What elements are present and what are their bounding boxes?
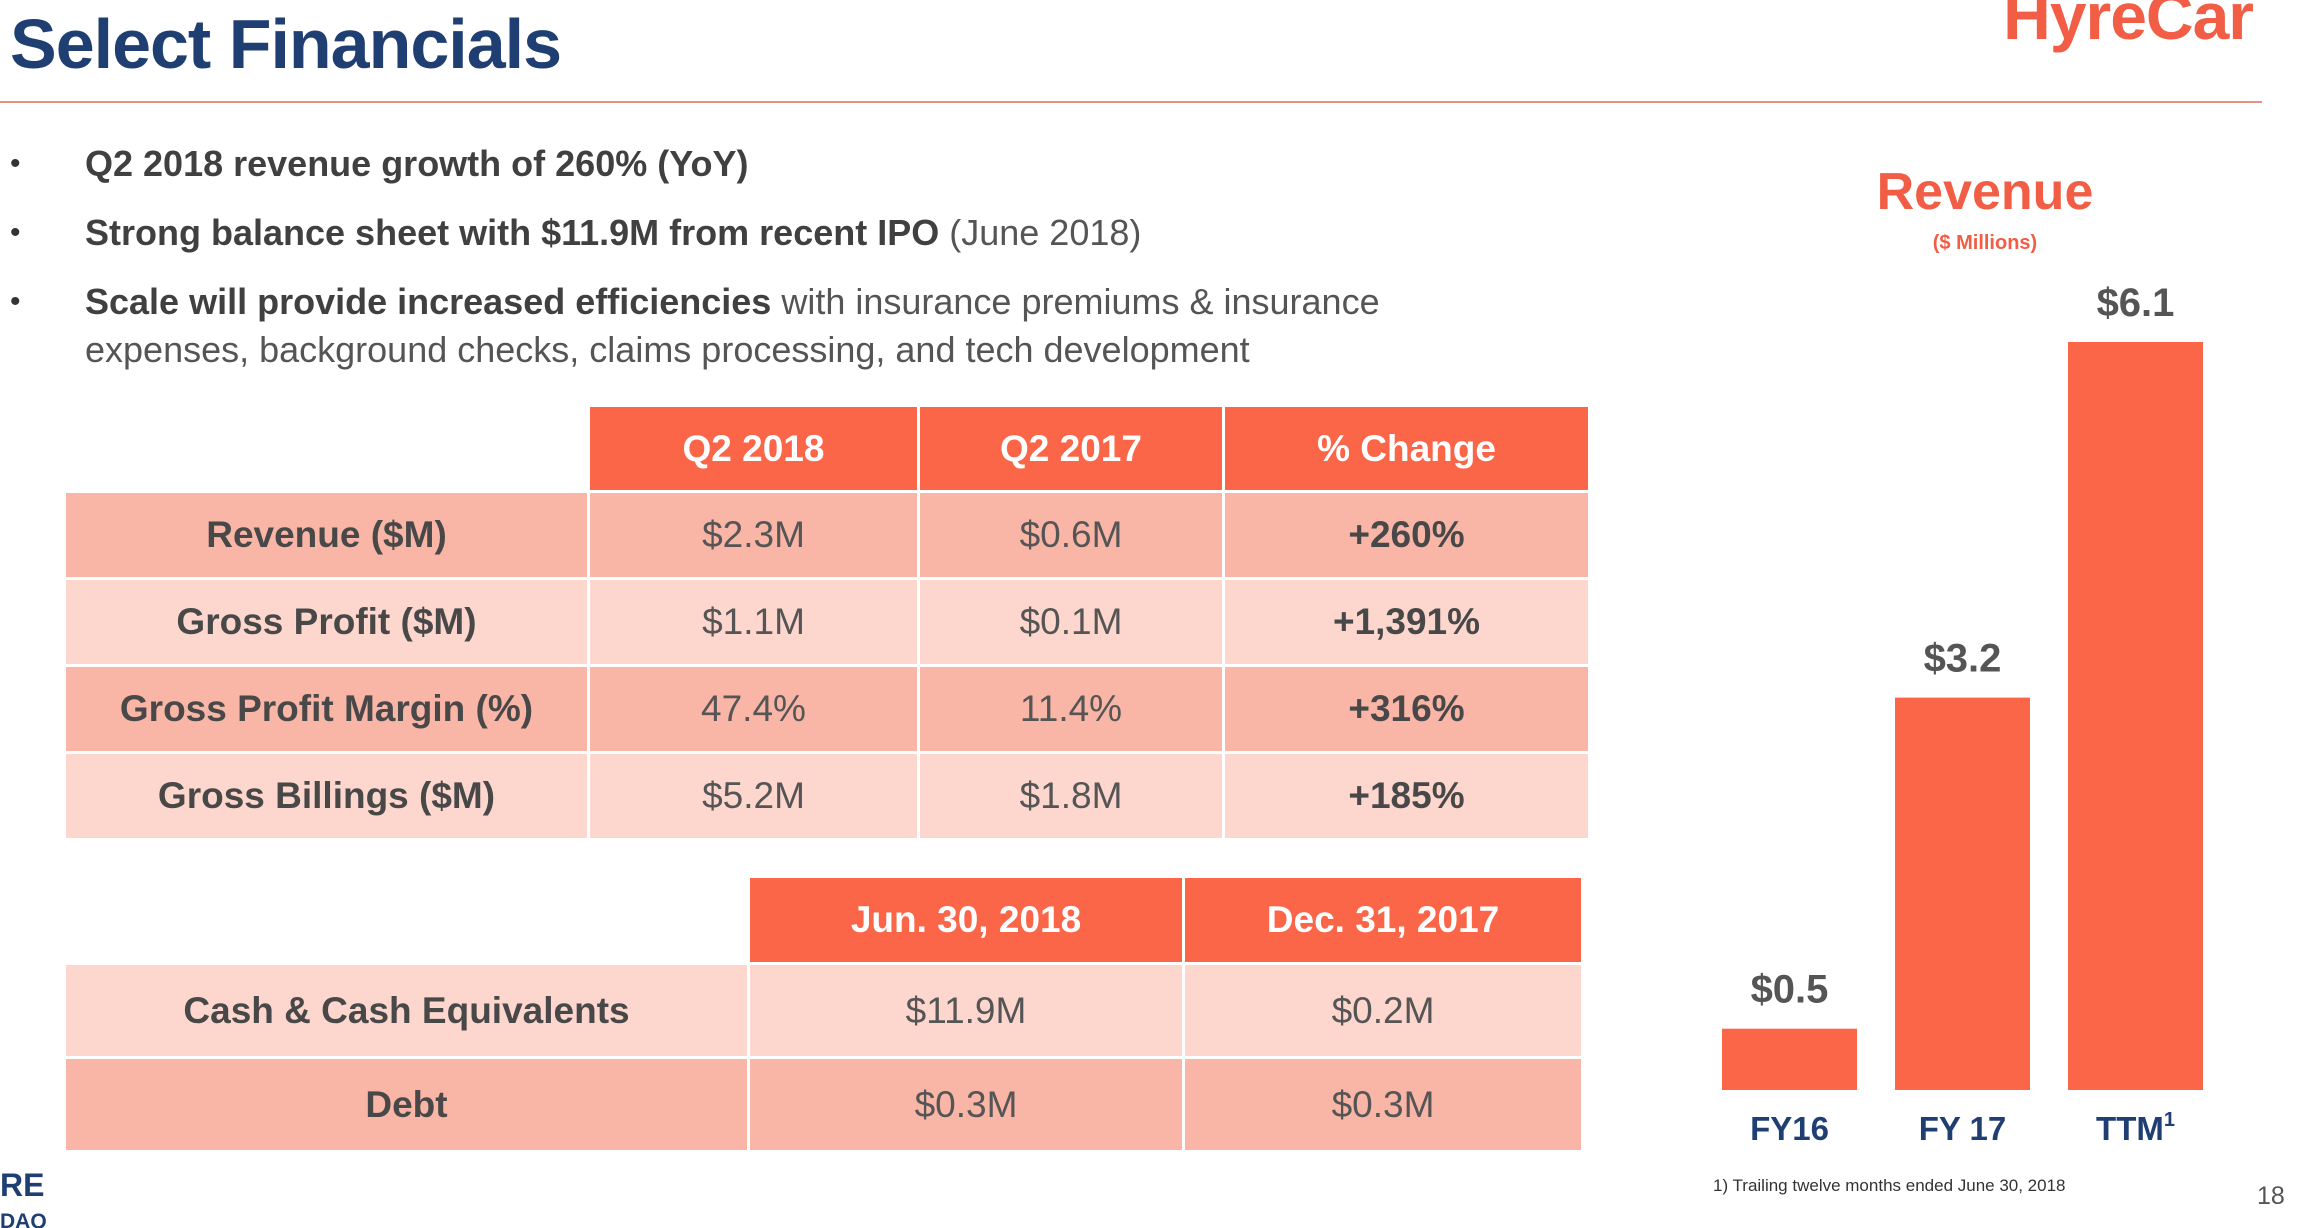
- col-header-q2-2017: Q2 2017: [920, 407, 1222, 490]
- chart-title: Revenue: [1876, 163, 2094, 221]
- bar-value-label: $0.5: [1751, 968, 1829, 1012]
- bar-value-label: $6.1: [2097, 281, 2175, 325]
- cell-change: +316%: [1225, 667, 1588, 751]
- cell-value: $0.2M: [1185, 965, 1581, 1056]
- cell-value: $0.3M: [750, 1059, 1182, 1150]
- page-number: 18: [2257, 1182, 2285, 1210]
- table-header-row: Jun. 30, 2018 Dec. 31, 2017: [66, 878, 1581, 962]
- table-row: Gross Billings ($M) $5.2M $1.8M +185%: [66, 754, 1588, 838]
- highlights-list: • Q2 2018 revenue growth of 260% (YoY) • S…: [10, 140, 1550, 395]
- row-label: Gross Billings ($M): [66, 754, 587, 838]
- cell-value: $1.8M: [920, 754, 1222, 838]
- list-item: • Q2 2018 revenue growth of 260% (YoY): [10, 140, 1550, 188]
- category-label: FY 17: [1919, 1110, 2006, 1147]
- cell-value: $11.9M: [750, 965, 1182, 1056]
- category-superscript: 1: [2164, 1109, 2175, 1131]
- cut-off-logo-subtext: DAQ: [0, 1210, 47, 1228]
- col-header-q2-2018: Q2 2018: [590, 407, 917, 490]
- cell-value: $0.3M: [1185, 1059, 1581, 1150]
- balance-sheet-table: Jun. 30, 2018 Dec. 31, 2017 Cash & Cash …: [63, 875, 1584, 1153]
- cell-value: $2.3M: [590, 493, 917, 577]
- row-label: Gross Profit ($M): [66, 580, 587, 664]
- footnote: 1) Trailing twelve months ended June 30,…: [1713, 1176, 2066, 1195]
- bar-0: [1722, 1028, 1857, 1090]
- header-divider: [0, 101, 2262, 103]
- cell-value: $0.6M: [920, 493, 1222, 577]
- bullet-text: with insurance premiums & insurance expe…: [85, 281, 1380, 370]
- bullet-icon: •: [10, 216, 21, 249]
- bullet-bold: Strong balance sheet with $11.9M from re…: [85, 212, 940, 253]
- hyrecar-logo: HyreCar: [2003, 0, 2254, 53]
- table-row: Gross Profit ($M) $1.1M $0.1M +1,391%: [66, 580, 1588, 664]
- row-label: Debt: [66, 1059, 747, 1150]
- cell-change: +185%: [1225, 754, 1588, 838]
- header-blank-cell: [66, 878, 747, 962]
- table-row: Debt $0.3M $0.3M: [66, 1059, 1581, 1150]
- cell-value: 11.4%: [920, 667, 1222, 751]
- bullet-bold: Scale will provide increased efficiencie…: [85, 281, 772, 322]
- bar-2: [2068, 342, 2203, 1090]
- bullet-text: (June 2018): [939, 212, 1142, 253]
- category-label: FY16: [1750, 1110, 1829, 1147]
- bullet-bold: Q2 2018 revenue growth of 260% (YoY): [85, 143, 749, 184]
- cell-value: 47.4%: [590, 667, 917, 751]
- cell-value: $5.2M: [590, 754, 917, 838]
- col-header-jun-2018: Jun. 30, 2018: [750, 878, 1182, 962]
- col-header-dec-2017: Dec. 31, 2017: [1185, 878, 1581, 962]
- table-row: Revenue ($M) $2.3M $0.6M +260%: [66, 493, 1588, 577]
- list-item: • Strong balance sheet with $11.9M from r…: [10, 209, 1550, 257]
- col-header-pct-change: % Change: [1225, 407, 1588, 490]
- list-item: • Scale will provide increased efficienci…: [10, 278, 1550, 374]
- bullet-icon: •: [10, 285, 21, 318]
- bullet-icon: •: [10, 147, 21, 180]
- header-blank-cell: [66, 407, 587, 490]
- cell-change: +260%: [1225, 493, 1588, 577]
- cell-value: $1.1M: [590, 580, 917, 664]
- cut-off-logo-text: RE: [0, 1167, 45, 1203]
- table-row: Cash & Cash Equivalents $11.9M $0.2M: [66, 965, 1581, 1056]
- bar-value-label: $3.2: [1924, 637, 2002, 681]
- quarterly-financials-table: Q2 2018 Q2 2017 % Change Revenue ($M) $2…: [63, 404, 1591, 841]
- cell-change: +1,391%: [1225, 580, 1588, 664]
- row-label: Cash & Cash Equivalents: [66, 965, 747, 1056]
- row-label: Revenue ($M): [66, 493, 587, 577]
- page-title: Select Financials: [10, 5, 562, 83]
- cell-value: $0.1M: [920, 580, 1222, 664]
- table-row: Gross Profit Margin (%) 47.4% 11.4% +316…: [66, 667, 1588, 751]
- bar-1: [1895, 697, 2030, 1090]
- chart-subtitle: ($ Millions): [1932, 232, 2038, 254]
- row-label: Gross Profit Margin (%): [66, 667, 587, 751]
- table-header-row: Q2 2018 Q2 2017 % Change: [66, 407, 1588, 490]
- category-label: TTM1: [2096, 1109, 2175, 1147]
